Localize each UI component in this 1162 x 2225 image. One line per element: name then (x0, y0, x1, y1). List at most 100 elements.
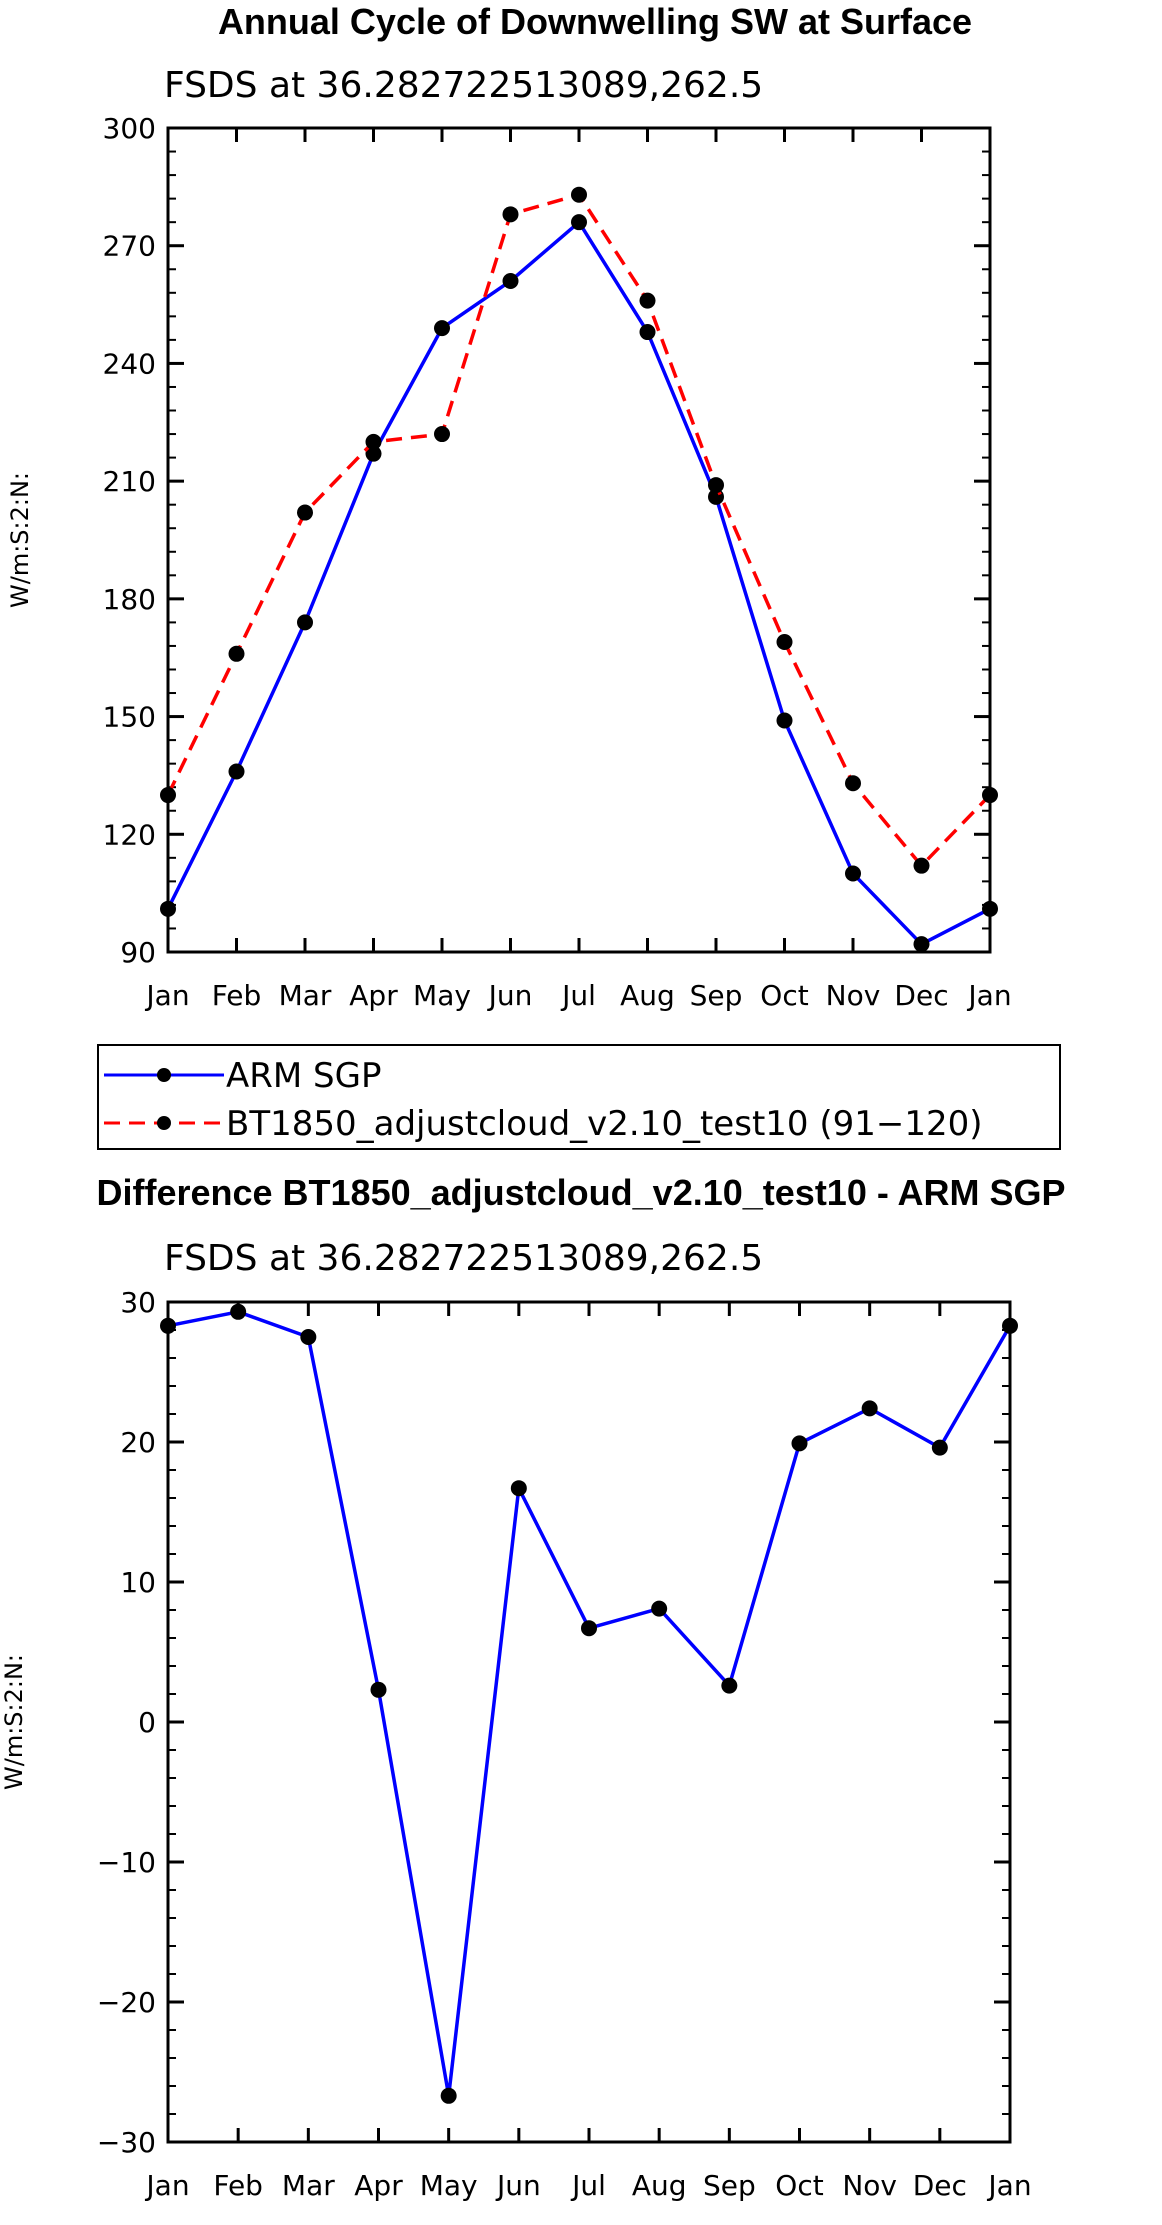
x-tick-label: Mar (279, 979, 332, 1012)
data-point (721, 1677, 738, 1694)
y-tick-label: 150 (103, 701, 156, 734)
data-point (639, 324, 656, 341)
data-point (365, 445, 382, 462)
data-point (160, 1317, 176, 1334)
data-point (228, 645, 245, 662)
x-tick-label: Nov (826, 979, 881, 1012)
x-tick-label: Aug (632, 2169, 687, 2202)
data-point (160, 900, 176, 917)
y-tick-label: −10 (97, 1846, 156, 1879)
x-tick-label: Feb (213, 2169, 263, 2202)
y-tick-label: 30 (120, 1286, 156, 1319)
y-tick-label: −30 (97, 2126, 156, 2159)
y-axis-label: W/m:S:2:N: (6, 472, 34, 608)
data-point (776, 712, 793, 729)
series-line-0 (166, 220, 991, 946)
x-tick-label: Oct (760, 979, 808, 1012)
chart-title: Annual Cycle of Downwelling SW at Surfac… (218, 1, 972, 42)
x-tick-label: Oct (775, 2169, 823, 2202)
legend-label-model: BT1850_adjustcloud_v2.10_test10 (91−120) (226, 1104, 983, 1144)
plot-frame (166, 1300, 1012, 2144)
chart-subtitle: FSDS at 36.282722513089,262.5 (164, 65, 763, 106)
y-tick-label: 90 (120, 936, 156, 969)
data-point (160, 787, 176, 804)
data-point (639, 292, 656, 309)
series-line-1 (166, 192, 992, 868)
data-point (913, 936, 930, 953)
y-tick-label: −20 (97, 1986, 156, 2019)
series-group (160, 186, 998, 953)
x-tick-label: Apr (349, 979, 398, 1012)
data-point (651, 1600, 668, 1617)
data-point (571, 214, 587, 231)
legend: ARM SGP BT1850_adjustcloud_v2.10_test10 … (97, 1044, 1061, 1150)
legend-marker-model (157, 1116, 171, 1130)
x-tick-label: Feb (212, 979, 262, 1012)
x-tick-label: Jan (144, 979, 189, 1012)
data-point (861, 1400, 878, 1417)
y-tick-label: 20 (120, 1426, 156, 1459)
annual-cycle-chart: Annual Cycle of Downwelling SW at Surfac… (6, 1, 1061, 1150)
data-point (581, 1620, 597, 1637)
x-tick-labels: Jan Feb Mar Apr May Jun Jul Aug Sep Oct Nov Dec Jan (144, 979, 1011, 1012)
data-point (982, 900, 998, 917)
x-tick-label: Apr (354, 2169, 403, 2202)
y-tick-label: 0 (138, 1706, 156, 1739)
x-tick-label: Jul (570, 2169, 606, 2202)
chart-subtitle: FSDS at 36.282722513089,262.5 (164, 1238, 763, 1279)
data-point (502, 273, 519, 290)
data-point (300, 1329, 317, 1345)
y-tick-labels: 90 120 150 180 210 240 270 300 (103, 112, 156, 969)
y-tick-label: 120 (103, 818, 156, 851)
data-point (1002, 1317, 1018, 1334)
data-point (230, 1303, 247, 1320)
x-tick-label: May (420, 2169, 478, 2202)
y-tick-label: 180 (103, 583, 156, 616)
data-point (931, 1439, 948, 1456)
y-tick-label: 270 (103, 230, 156, 263)
data-point (791, 1435, 808, 1452)
y-tick-labels: −30 −20 −10 0 10 20 30 (97, 1286, 156, 2159)
x-tick-label: Jan (144, 2169, 189, 2202)
x-tick-label: Aug (620, 979, 675, 1012)
y-tick-label: 10 (120, 1566, 156, 1599)
data-point (913, 857, 930, 874)
data-point (776, 634, 793, 651)
legend-marker-arm-sgp (157, 1068, 171, 1082)
x-tick-label: Sep (703, 2169, 756, 2202)
x-tick-label: Jan (986, 2169, 1031, 2202)
x-tick-label: Dec (913, 2169, 967, 2202)
chart-title: Difference BT1850_adjustcloud_v2.10_test… (96, 1172, 1065, 1213)
series-line-0 (167, 1310, 1012, 2098)
data-point (440, 2087, 457, 2104)
x-tick-label: Dec (894, 979, 948, 1012)
y-tick-label: 300 (103, 112, 156, 145)
legend-box (97, 1044, 1061, 1150)
series-group (160, 1303, 1018, 2104)
x-tick-label: May (413, 979, 471, 1012)
data-point (510, 1480, 527, 1497)
x-tick-label: Jan (966, 979, 1011, 1012)
y-axis-label: W/m:S:2:N: (0, 1654, 28, 1790)
data-point (845, 775, 861, 792)
data-point (845, 865, 861, 882)
y-tick-label: 240 (103, 347, 156, 380)
axis-ticks (166, 1300, 1012, 2144)
x-tick-label: Nov (842, 2169, 897, 2202)
data-point (297, 504, 313, 521)
data-point (982, 787, 998, 804)
difference-chart: Difference BT1850_adjustcloud_v2.10_test… (0, 1172, 1066, 2202)
y-tick-label: 210 (103, 465, 156, 498)
x-tick-label: Jun (495, 2169, 541, 2202)
data-point (708, 477, 724, 494)
data-point (297, 614, 313, 631)
data-point (502, 206, 519, 223)
x-tick-label: Jul (560, 979, 596, 1012)
data-point (571, 186, 587, 203)
x-tick-labels: Jan Feb Mar Apr May Jun Jul Aug Sep Oct Nov Dec Jan (144, 2169, 1031, 2202)
legend-label-arm-sgp: ARM SGP (226, 1056, 381, 1096)
x-tick-label: Sep (690, 979, 743, 1012)
data-point (370, 1681, 387, 1698)
